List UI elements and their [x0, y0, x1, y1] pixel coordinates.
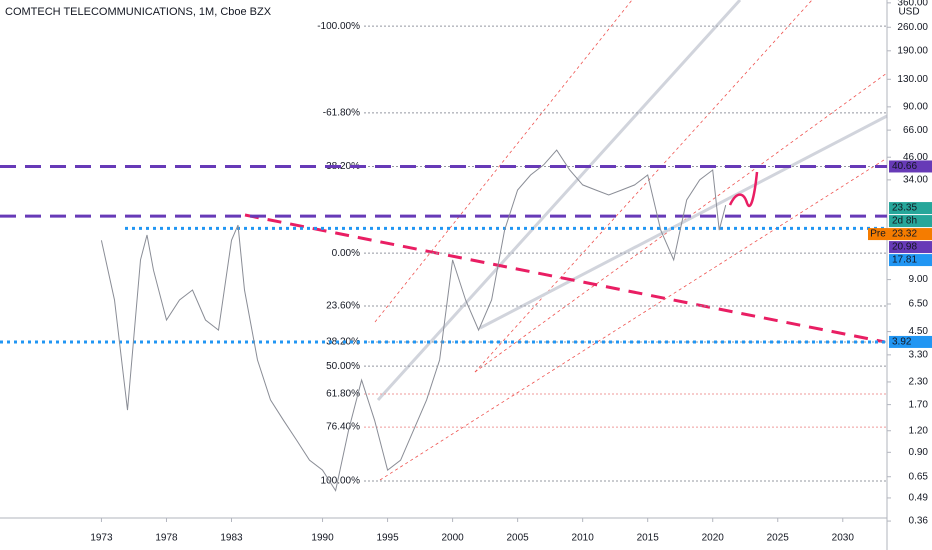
x-tick-label: 2020: [702, 533, 725, 544]
y-tick-label: 1.70: [909, 399, 929, 410]
x-tick-label: 2025: [767, 533, 790, 544]
price-tag: [889, 215, 932, 228]
fib-label: 76.40%: [326, 422, 360, 433]
price-tag-label: 20.98: [892, 242, 917, 253]
price-line: [100, 149, 727, 492]
price-tag: [889, 228, 932, 241]
x-tick-label: 2015: [637, 533, 660, 544]
x-tick-label: 1973: [90, 533, 113, 544]
regression-line: [376, 0, 742, 402]
price-tag: [889, 202, 932, 215]
y-tick-label: 46.00: [903, 152, 928, 163]
regression-line: [479, 114, 888, 330]
fib-label: 38.20%: [326, 161, 360, 172]
y-tick-label: 90.00: [903, 101, 928, 112]
y-unit: USD: [898, 7, 919, 18]
y-tick-label: 0.36: [909, 516, 929, 527]
price-tag-label: 40.66: [892, 161, 917, 172]
price-tag-prefix-label: Pre: [870, 229, 886, 240]
price-tag-label: 23.35: [892, 203, 917, 214]
x-tick-label: 1995: [376, 533, 399, 544]
price-tag-prefix: [868, 228, 889, 241]
price-tag-label: 23.32: [892, 229, 917, 240]
x-tick-label: 2030: [832, 533, 855, 544]
y-tick-label: 1.20: [909, 425, 929, 436]
price-tag: [889, 241, 932, 254]
channel-line: [374, 0, 633, 323]
price-tag: [889, 254, 932, 267]
fib-label: 0.00%: [332, 248, 360, 259]
fib-label: 61.80%: [326, 389, 360, 400]
y-tick-label: 66.00: [903, 125, 928, 136]
y-tick-label: 260.00: [897, 22, 928, 33]
y-tick-label: 0.90: [909, 447, 929, 458]
fib-label: 100.00%: [321, 476, 361, 487]
y-tick-label: 9.00: [909, 274, 929, 285]
price-tag-label: 2d 8h: [892, 216, 917, 227]
y-tick-label: 4.50: [909, 326, 929, 337]
price-tag: [889, 160, 932, 173]
fib-label: 23.60%: [326, 301, 360, 312]
price-tag-label: 17.81: [892, 255, 917, 266]
y-tick-label: 190.00: [897, 45, 928, 56]
price-tag-label: 3.92: [892, 337, 912, 348]
y-tick-label: 2.30: [909, 377, 929, 388]
fib-label: 50.00%: [326, 361, 360, 372]
drawings: [244, 0, 888, 481]
x-tick-label: 2005: [507, 533, 530, 544]
fib-label: -100.00%: [317, 21, 360, 32]
y-tick-label: 0.65: [909, 471, 929, 482]
projection-arrow: [728, 171, 759, 207]
y-tick-label: 34.00: [903, 175, 928, 186]
y-tick-label: 3.30: [909, 349, 929, 360]
x-tick-label: 2010: [572, 533, 595, 544]
y-tick-label: 6.50: [909, 299, 929, 310]
x-tick-label: 2000: [441, 533, 464, 544]
y-tick-label: 0.49: [909, 493, 929, 504]
channel-line: [379, 157, 888, 481]
y-tick-label: 130.00: [897, 74, 928, 85]
y-tick-label: 360.00: [897, 0, 928, 9]
downtrend-line: [244, 213, 886, 344]
x-tick-label: 1983: [220, 533, 243, 544]
fib-label: -61.80%: [323, 108, 360, 119]
x-tick-label: 1990: [311, 533, 334, 544]
chart-title: COMTECH TELECOMMUNICATIONS, 1M, Cboe BZX: [5, 6, 272, 18]
x-tick-label: 1978: [155, 533, 178, 544]
price-tag: [889, 335, 932, 348]
